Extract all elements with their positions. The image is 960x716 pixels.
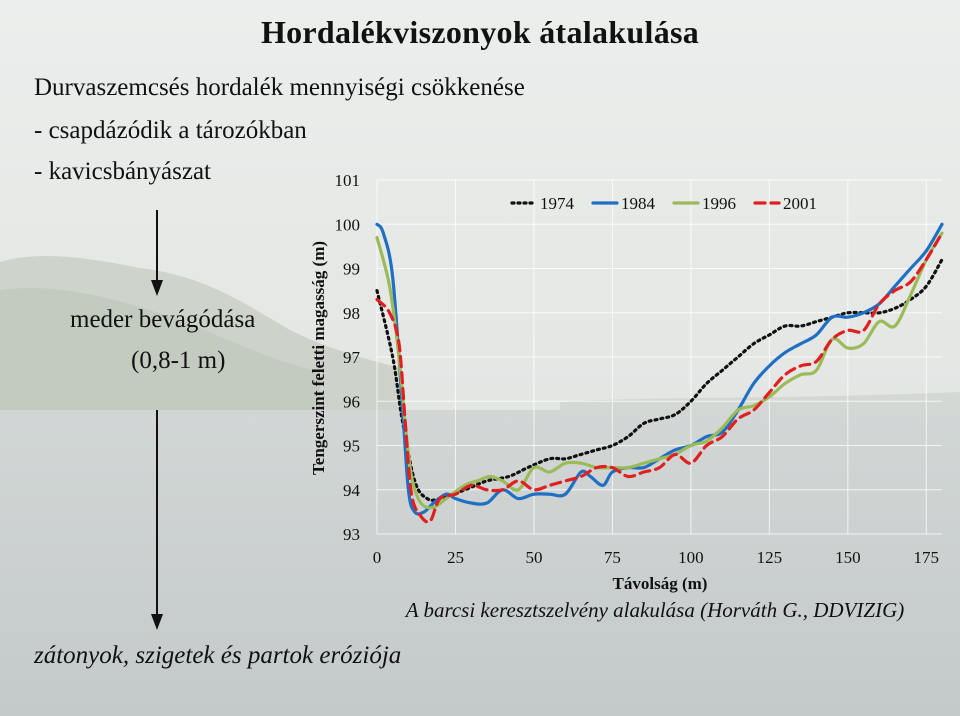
y-tick-label: 95 — [343, 437, 360, 456]
legend-label-1996: 1996 — [702, 194, 736, 213]
series-line-2001 — [375, 231, 944, 524]
y-tick-label: 98 — [343, 304, 360, 323]
x-tick-label: 150 — [835, 548, 861, 567]
legend-label-2001: 2001 — [783, 194, 817, 213]
y-tick-label: 99 — [343, 260, 360, 279]
x-tick-label: 50 — [525, 548, 542, 567]
series-line-1974 — [375, 258, 944, 502]
x-tick-label: 100 — [678, 548, 704, 567]
legend-label-1974: 1974 — [540, 194, 575, 213]
down-arrow-icon — [151, 210, 163, 296]
series-line-1996 — [375, 231, 944, 510]
chart-legend: 1974 1984 1996 2001 — [510, 194, 817, 213]
chart-grid — [376, 179, 942, 535]
y-tick-label: 94 — [343, 481, 361, 500]
slide-title: Hordalékviszonyok átalakulása — [260, 14, 700, 50]
x-tick-label: 25 — [447, 548, 464, 567]
slide-line-3: - kavicsbányászat — [34, 158, 212, 185]
y-tick-label: 93 — [343, 525, 360, 544]
y-axis-ticks: 93 94 95 96 97 98 99 100 101 — [335, 171, 361, 544]
slide-line-2: - csapdázódik a tározókban — [34, 117, 307, 144]
y-tick-label: 96 — [343, 392, 360, 411]
y-tick-label: 97 — [343, 348, 361, 367]
x-tick-label: 75 — [604, 548, 621, 567]
x-axis-ticks: 0 25 50 75 100 125 150 175 — [373, 548, 939, 567]
x-tick-label: 175 — [914, 548, 940, 567]
y-tick-label: 100 — [335, 215, 361, 234]
erosion-label: zátonyok, szigetek és partok eróziója — [34, 642, 402, 669]
legend-label-1984: 1984 — [621, 194, 656, 213]
y-tick-label: 101 — [335, 171, 361, 190]
series-line-1984 — [375, 222, 944, 516]
y-axis-label: Tengerszint feletti magasság (m) — [309, 241, 328, 475]
down-arrow-icon — [151, 410, 163, 630]
incision-label: meder bevágódása — [70, 306, 256, 333]
x-tick-label: 0 — [373, 548, 382, 567]
chart-series — [375, 222, 944, 524]
chart-caption: A barcsi keresztszelvény alakulása (Horv… — [404, 598, 904, 622]
incision-amount: (0,8-1 m) — [131, 347, 226, 374]
slide-line-1: Durvaszemcsés hordalék mennyiségi csökke… — [34, 74, 525, 101]
x-axis-label: Távolság (m) — [613, 574, 708, 593]
x-tick-label: 125 — [757, 548, 783, 567]
